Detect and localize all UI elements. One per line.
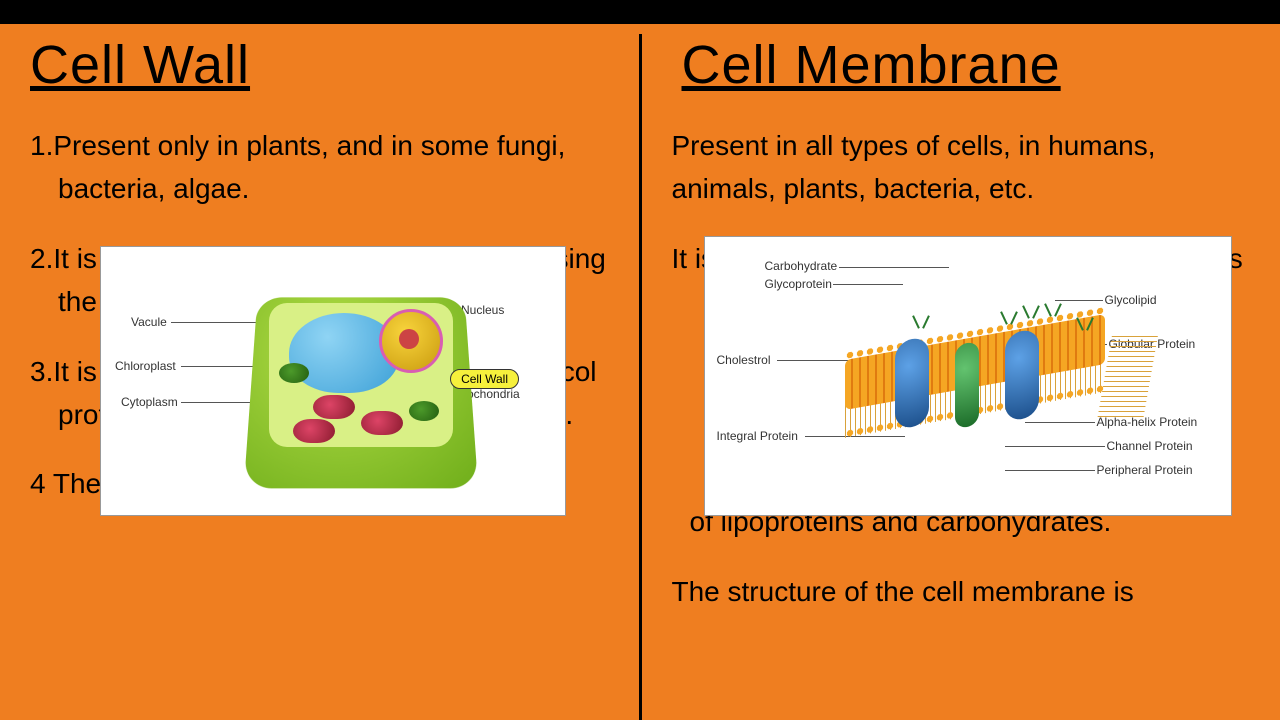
label-cholesterol: Cholestrol — [717, 353, 771, 367]
membrane-graphic — [845, 297, 1145, 467]
channel-protein-shape — [955, 341, 979, 429]
cell-membrane-point-4: The structure of the cell membrane is — [672, 570, 1251, 613]
cell-wall-column: Cell Wall 1.Present only in plants, and … — [0, 24, 639, 720]
label-cytoplasm: Cytoplasm — [121, 395, 178, 409]
membrane-diagram: Carbohydrate Glycoprotein Cholestrol Int… — [704, 236, 1232, 516]
plant-cell-graphic: Cell Wall — [251, 287, 471, 487]
nucleus-shape — [379, 309, 443, 373]
chloroplast-shape — [279, 363, 309, 383]
label-carbohydrate: Carbohydrate — [765, 259, 838, 273]
label-vacuole: Vacule — [131, 315, 167, 329]
cell-wall-tag: Cell Wall — [450, 369, 519, 389]
cell-wall-title: Cell Wall — [30, 34, 609, 96]
cell-wall-point-1: 1.Present only in plants, and in some fu… — [30, 124, 609, 211]
globular-protein-shape — [895, 336, 929, 430]
label-glycoprotein: Glycoprotein — [765, 277, 832, 291]
mitochondria-shape — [313, 395, 355, 419]
carbohydrate-shape — [1025, 305, 1047, 327]
letterbox-top — [0, 0, 1280, 24]
cell-membrane-column: Cell Membrane Present in all types of ce… — [642, 24, 1280, 720]
comparison-slide: Cell Wall 1.Present only in plants, and … — [0, 24, 1280, 720]
plant-cell-diagram: Vacule Chloroplast Cytoplasm Nucleus Mit… — [100, 246, 566, 516]
cell-membrane-point-1: Present in all types of cells, in humans… — [672, 124, 1251, 211]
label-chloroplast: Chloroplast — [115, 359, 176, 373]
cell-membrane-title: Cell Membrane — [682, 34, 1251, 96]
label-integral-protein: Integral Protein — [717, 429, 798, 443]
